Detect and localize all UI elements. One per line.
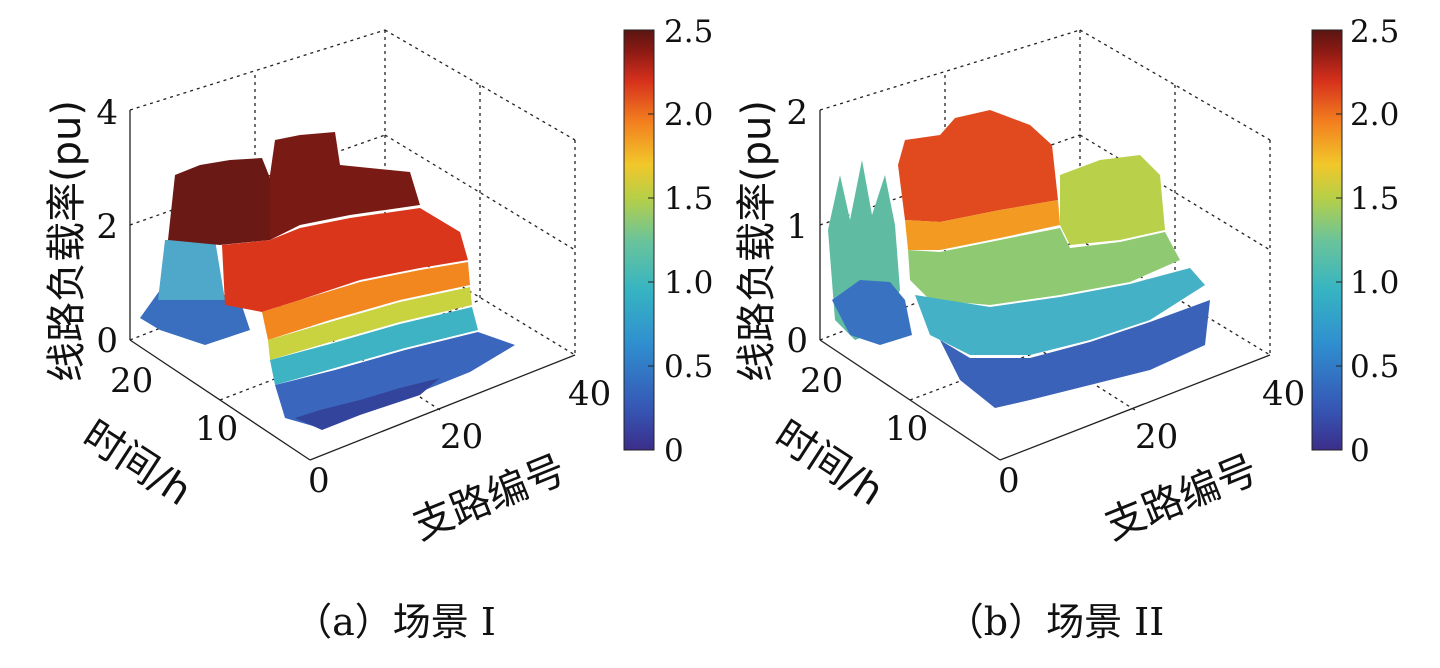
panel-b-ztick: 2 xyxy=(786,93,808,133)
panel-a-surface-front-orange xyxy=(262,262,470,340)
panel-a-surface-front-yellow xyxy=(268,287,472,360)
panel-a-caption: （a）场景 I xyxy=(294,600,496,644)
panel-b-surface-peak-red xyxy=(898,110,1058,222)
panel-a-zlabel: 线路负载率(pu) xyxy=(44,100,90,382)
panel-b-surface-left-blue xyxy=(832,280,912,345)
panel-b-ytick: 10 xyxy=(885,409,928,449)
panel-b-cbtick: 1.5 xyxy=(1350,181,1399,217)
panel-b-xtick: 20 xyxy=(1135,417,1178,457)
panel-b-cbtick: 0 xyxy=(1350,433,1370,469)
panel-b-zlabel: 线路负载率(pu) xyxy=(734,100,780,382)
panel-b-colorbar xyxy=(1311,29,1343,451)
panel-b-colorbar-ticks xyxy=(1336,29,1342,451)
panel-b: 2 1 0 20 10 0 20 40 线路负载率(pu) 时间/h 支路编号 … xyxy=(734,14,1399,644)
panel-b-ztick: 0 xyxy=(786,321,808,361)
panel-b-cbtick: 1.0 xyxy=(1350,265,1399,301)
panel-a: 4 2 0 20 10 0 20 40 线路负载率(pu) 时间/h 支路编号 … xyxy=(44,14,713,644)
panel-a-ztick: 0 xyxy=(96,321,118,361)
panel-a-ytick: 20 xyxy=(110,361,153,401)
panel-a-surface-front-deep xyxy=(295,378,440,430)
panel-a-surface-left-top xyxy=(168,158,270,245)
panel-b-surface-middle-green xyxy=(908,228,1180,305)
panel-a-cbtick: 1.5 xyxy=(664,181,713,217)
panel-a-surface-front-blue xyxy=(275,332,515,428)
panel-b-ztick: 1 xyxy=(786,207,808,247)
panel-a-surface-mid-top xyxy=(270,132,420,240)
panel-b-cbtick: 2.0 xyxy=(1350,97,1399,133)
panel-a-cbtick: 0.5 xyxy=(664,349,713,385)
panel-a-xlabel: 支路编号 xyxy=(407,447,573,550)
panel-a-cbtick: 0 xyxy=(664,433,684,469)
panel-b-surface-plateau xyxy=(1060,155,1165,245)
panel-a-cbtick: 2.0 xyxy=(664,97,713,133)
panel-a-colorbar xyxy=(623,29,655,451)
panel-a-ytick: 0 xyxy=(308,461,330,501)
panel-b-caption: （b）场景 II xyxy=(946,600,1164,644)
panel-a-ztick: 2 xyxy=(96,207,118,247)
panel-a-xtick: 40 xyxy=(568,374,611,414)
panel-a-xtick: 20 xyxy=(440,417,483,457)
panel-b-surface-front-blue xyxy=(940,300,1210,408)
panel-a-ylabel: 时间/h xyxy=(75,412,200,515)
panel-b-surface-middle-cyan xyxy=(915,268,1205,355)
panel-a-surface-left-wall xyxy=(158,240,225,300)
panel-b-ylabel: 时间/h xyxy=(767,412,892,515)
panel-a-surface xyxy=(140,132,515,430)
panel-a-surface-night xyxy=(140,290,250,345)
panel-a-surface-front-red xyxy=(222,208,468,312)
panel-b-surface xyxy=(828,110,1210,408)
panel-a-ytick: 10 xyxy=(195,409,238,449)
panel-b-cbtick: 2.5 xyxy=(1350,14,1399,50)
panel-b-surface-peak-orange xyxy=(905,200,1060,250)
panel-b-xtick: 40 xyxy=(1262,374,1305,414)
panel-b-cbtick: 0.5 xyxy=(1350,349,1399,385)
panel-a-ztick: 4 xyxy=(96,93,118,133)
panel-a-surface-front-cyan xyxy=(270,307,478,385)
panel-b-ytick: 0 xyxy=(998,461,1020,501)
panel-b-ytick: 20 xyxy=(800,361,843,401)
panel-b-xlabel: 支路编号 xyxy=(1099,447,1265,550)
panel-a-cbtick: 1.0 xyxy=(664,265,713,301)
panel-a-colorbar-ticks xyxy=(648,29,654,451)
panel-a-cbtick: 2.5 xyxy=(664,14,713,50)
